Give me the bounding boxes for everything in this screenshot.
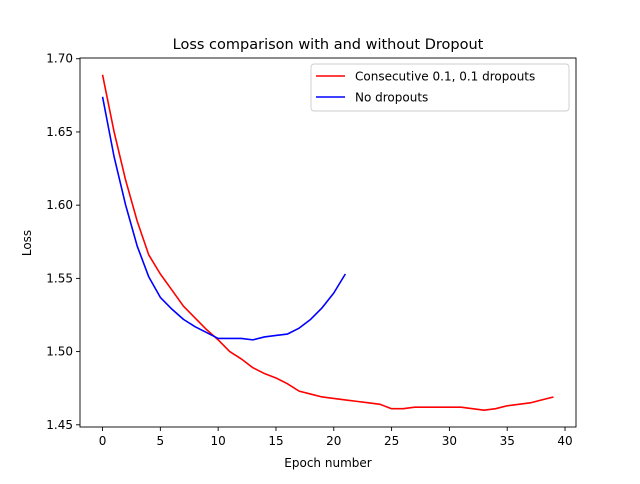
y-tick-label: 1.50 [46,345,73,359]
x-tick-label: 20 [326,434,341,448]
legend-box [310,63,570,112]
axes-frame [79,57,577,428]
x-tick-label: 0 [99,434,107,448]
y-tick-label: 1.65 [46,125,73,139]
series-line-2 [101,96,347,341]
y-tick-label: 1.60 [46,198,73,212]
legend: Consecutive 0.1, 0.1 dropouts No dropouts [310,63,570,112]
series-line-1 [101,74,554,411]
x-tick-label: 30 [442,434,457,448]
x-tick-label: 35 [500,434,515,448]
x-tick-label: 15 [268,434,283,448]
plot-area: 0 5 10 15 20 25 30 35 40 1.45 1.50 1.55 1.60 1.65 1.70 [46,52,577,448]
x-tick-label: 10 [211,434,226,448]
chart-title: Loss comparison with and without Dropout [173,37,484,53]
y-tick-label: 1.70 [46,52,73,66]
legend-label-1: Consecutive 0.1, 0.1 dropouts [355,70,535,84]
x-tick-label: 25 [384,434,399,448]
legend-label-2: No dropouts [355,91,428,105]
x-tick-label: 5 [157,434,165,448]
y-tick-label: 1.45 [46,418,73,432]
x-axis-label: Epoch number [284,456,371,470]
x-tick-label: 40 [557,434,572,448]
y-axis-label: Loss [20,230,34,256]
y-tick-label: 1.55 [46,271,73,285]
